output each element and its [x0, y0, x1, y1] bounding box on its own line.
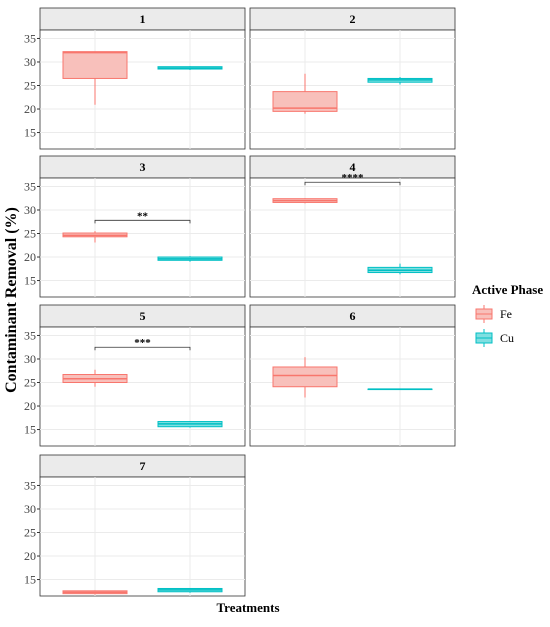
significance-bracket: [94, 219, 191, 224]
panel-title: 1: [140, 12, 146, 26]
y-tick-label: 20: [24, 549, 36, 563]
panel: [39, 29, 246, 150]
box: [272, 91, 338, 112]
y-tick-label: 25: [24, 227, 36, 241]
y-tick-label: 35: [24, 478, 36, 492]
y-tick-label: 35: [24, 179, 36, 193]
y-tick-label: 25: [24, 376, 36, 390]
y-tick-label: 15: [24, 126, 36, 140]
box: [272, 366, 338, 388]
panel-title: 4: [350, 160, 356, 174]
box: [62, 51, 128, 79]
y-tick-label: 20: [24, 250, 36, 264]
panel: [39, 177, 246, 298]
significance-bracket: [94, 346, 191, 351]
y-tick-label: 25: [24, 79, 36, 93]
significance-label: ****: [342, 172, 365, 184]
y-axis-label: Contaminant Removal (%): [3, 207, 20, 393]
panel-title: 6: [350, 309, 356, 323]
significance-label: **: [137, 210, 149, 222]
panel: [249, 29, 456, 150]
panel: [249, 177, 456, 298]
y-tick-label: 20: [24, 102, 36, 116]
y-tick-label: 30: [24, 55, 36, 69]
panel-title: 2: [350, 12, 356, 26]
panel-title: 3: [140, 160, 146, 174]
y-tick-label: 15: [24, 423, 36, 437]
y-tick-label: 35: [24, 31, 36, 45]
significance-bracket: [304, 181, 401, 186]
y-tick-label: 20: [24, 399, 36, 413]
y-tick-label: 30: [24, 203, 36, 217]
legend-label: Fe: [500, 307, 512, 321]
legend-label: Cu: [500, 331, 514, 345]
y-tick-label: 30: [24, 352, 36, 366]
y-tick-label: 30: [24, 502, 36, 516]
y-tick-label: 15: [24, 274, 36, 288]
x-axis-label: Treatments: [216, 600, 279, 615]
y-tick-label: 25: [24, 526, 36, 540]
panel: [39, 476, 246, 597]
significance-label: ***: [134, 337, 151, 349]
panel-title: 7: [140, 459, 146, 473]
y-tick-label: 15: [24, 573, 36, 587]
panel-title: 5: [140, 309, 146, 323]
legend-title: Active Phase: [472, 282, 543, 297]
y-tick-label: 35: [24, 328, 36, 342]
